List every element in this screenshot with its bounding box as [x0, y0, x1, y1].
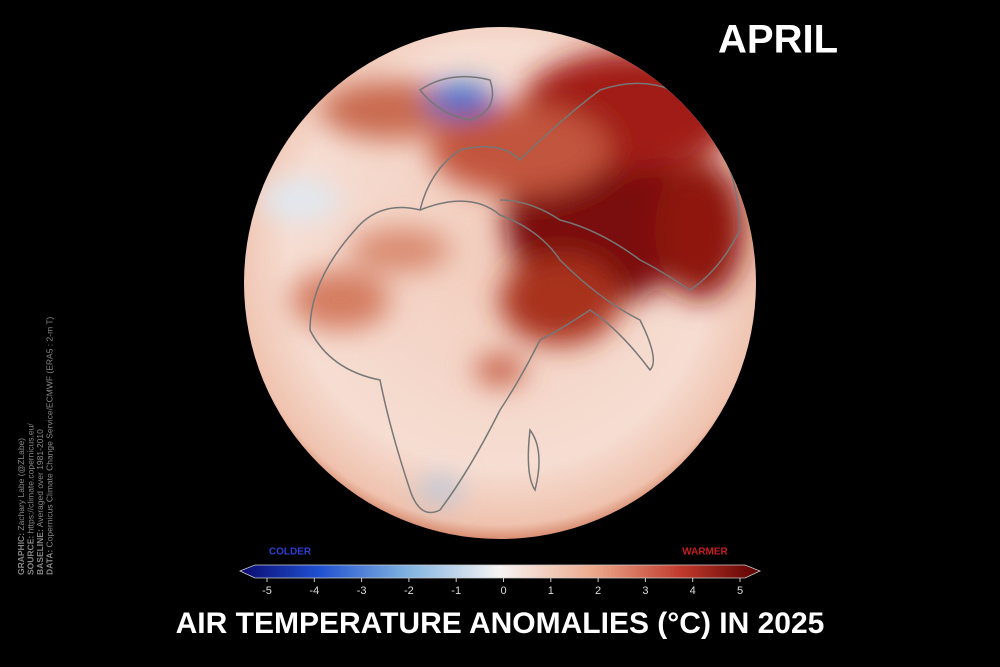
credit-key: GRAPHIC: [16, 533, 26, 575]
credit-line: SOURCE: https://climate.copernicus.eu/ [26, 423, 36, 575]
credit-line: BASELINE: Averaged over 1981-2010 [35, 429, 45, 575]
globe [244, 27, 756, 539]
colorbar-tick-label: 1 [548, 585, 554, 597]
colorbar-tick-label: -2 [404, 585, 414, 597]
credit-text: Averaged over 1981-2010 [35, 429, 45, 527]
colorbar-tick-label: -4 [309, 585, 319, 597]
colorbar-tick-label: -5 [262, 585, 272, 597]
month-label: APRIL [718, 18, 838, 62]
colorbar-tick-label: 0 [500, 585, 506, 597]
credits: GRAPHIC: Zachary Labe (@ZLabe)SOURCE: ht… [16, 316, 55, 575]
colorbar-tick-label: 2 [595, 585, 601, 597]
colorbar-ramp [238, 564, 762, 579]
colorbar-tick-label: 4 [690, 585, 696, 597]
credit-key: DATA: [45, 550, 55, 575]
credit-key: BASELINE: [35, 529, 45, 575]
colorbar-tick-label: -1 [451, 585, 461, 597]
credit-text: Zachary Labe (@ZLabe) [16, 438, 26, 531]
credit-line: GRAPHIC: Zachary Labe (@ZLabe) [16, 438, 26, 575]
credit-line: DATA: Copernicus Climate Change Service/… [45, 316, 55, 575]
warmer-label: WARMER [682, 547, 728, 558]
chart-title: AIR TEMPERATURE ANOMALIES (°C) IN 2025 [176, 607, 825, 640]
colorbar: COLDER WARMER -5 -4 -3 -2 -1 0 1 2 3 4 5 [238, 547, 762, 597]
credit-text: https://climate.copernicus.eu/ [26, 423, 36, 534]
credit-text: Copernicus Climate Change Service/ECMWF … [45, 316, 55, 547]
colorbar-tick-label: -3 [357, 585, 367, 597]
colder-label: COLDER [269, 547, 312, 558]
credit-key: SOURCE: [26, 536, 36, 575]
colorbar-tick-label: 5 [737, 585, 743, 597]
colorbar-tick-label: 3 [642, 585, 648, 597]
